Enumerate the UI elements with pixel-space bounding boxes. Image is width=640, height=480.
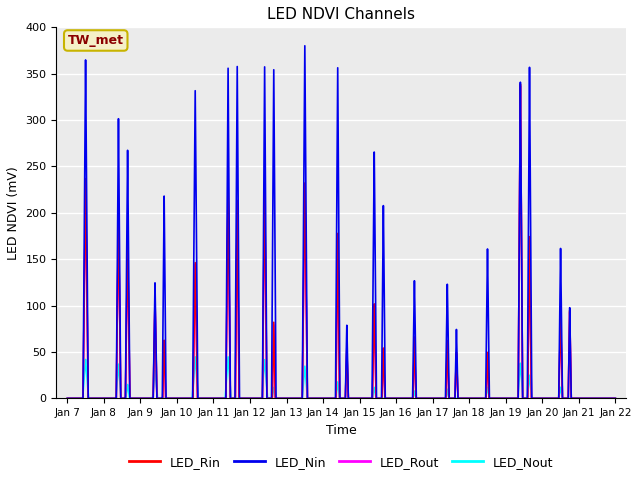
Text: TW_met: TW_met	[68, 34, 124, 47]
Legend: LED_Rin, LED_Nin, LED_Rout, LED_Nout: LED_Rin, LED_Nin, LED_Rout, LED_Nout	[124, 451, 559, 474]
Y-axis label: LED NDVI (mV): LED NDVI (mV)	[7, 166, 20, 260]
Title: LED NDVI Channels: LED NDVI Channels	[268, 7, 415, 22]
X-axis label: Time: Time	[326, 424, 356, 437]
